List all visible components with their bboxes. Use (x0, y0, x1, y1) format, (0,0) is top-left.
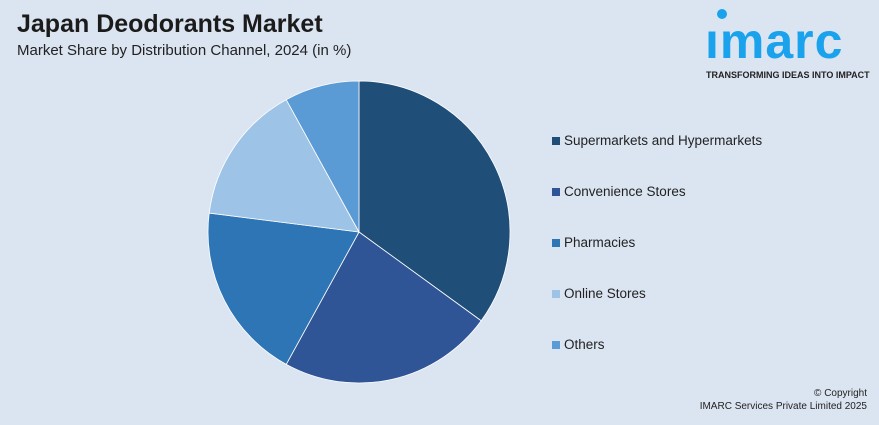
chart-title: Japan Deodorants Market (17, 10, 323, 38)
legend-item: Supermarkets and Hypermarkets (552, 133, 762, 149)
pie-slice-pharmacies (207, 212, 360, 365)
imarc-logo: ımarc TRANSFORMING IDEAS INTO IMPACT (700, 4, 875, 84)
legend-label: Others (564, 337, 605, 352)
copyright-line: © Copyright (814, 388, 867, 399)
legend-swatch (552, 239, 560, 247)
legend-item: Online Stores (552, 286, 646, 302)
legend-label: Supermarkets and Hypermarkets (564, 133, 763, 148)
logo-word: ımarc (705, 13, 844, 69)
legend-swatch (552, 137, 560, 145)
pie-slice-others (285, 80, 360, 233)
legend-item: Others (552, 337, 605, 353)
legend-label: Convenience Stores (564, 184, 686, 199)
legend-swatch (552, 290, 560, 298)
copyright-company: IMARC Services Private Limited 2025 (699, 401, 867, 412)
legend-item: Convenience Stores (552, 184, 686, 200)
pie-slice-supermarkets-and-hypermarkets (358, 80, 511, 322)
logo-dot (717, 9, 727, 19)
legend-label: Pharmacies (564, 235, 636, 250)
copyright: © Copyright IMARC Services Private Limit… (700, 387, 867, 413)
pie-slice-convenience-stores (285, 231, 482, 384)
legend-swatch (552, 341, 560, 349)
chart-subtitle: Market Share by Distribution Channel, 20… (17, 42, 352, 59)
legend-swatch (552, 188, 560, 196)
pie-slice-online-stores (208, 99, 360, 233)
legend-item: Pharmacies (552, 235, 635, 251)
logo-tagline: TRANSFORMING IDEAS INTO IMPACT (706, 70, 870, 80)
legend-label: Online Stores (564, 286, 646, 301)
